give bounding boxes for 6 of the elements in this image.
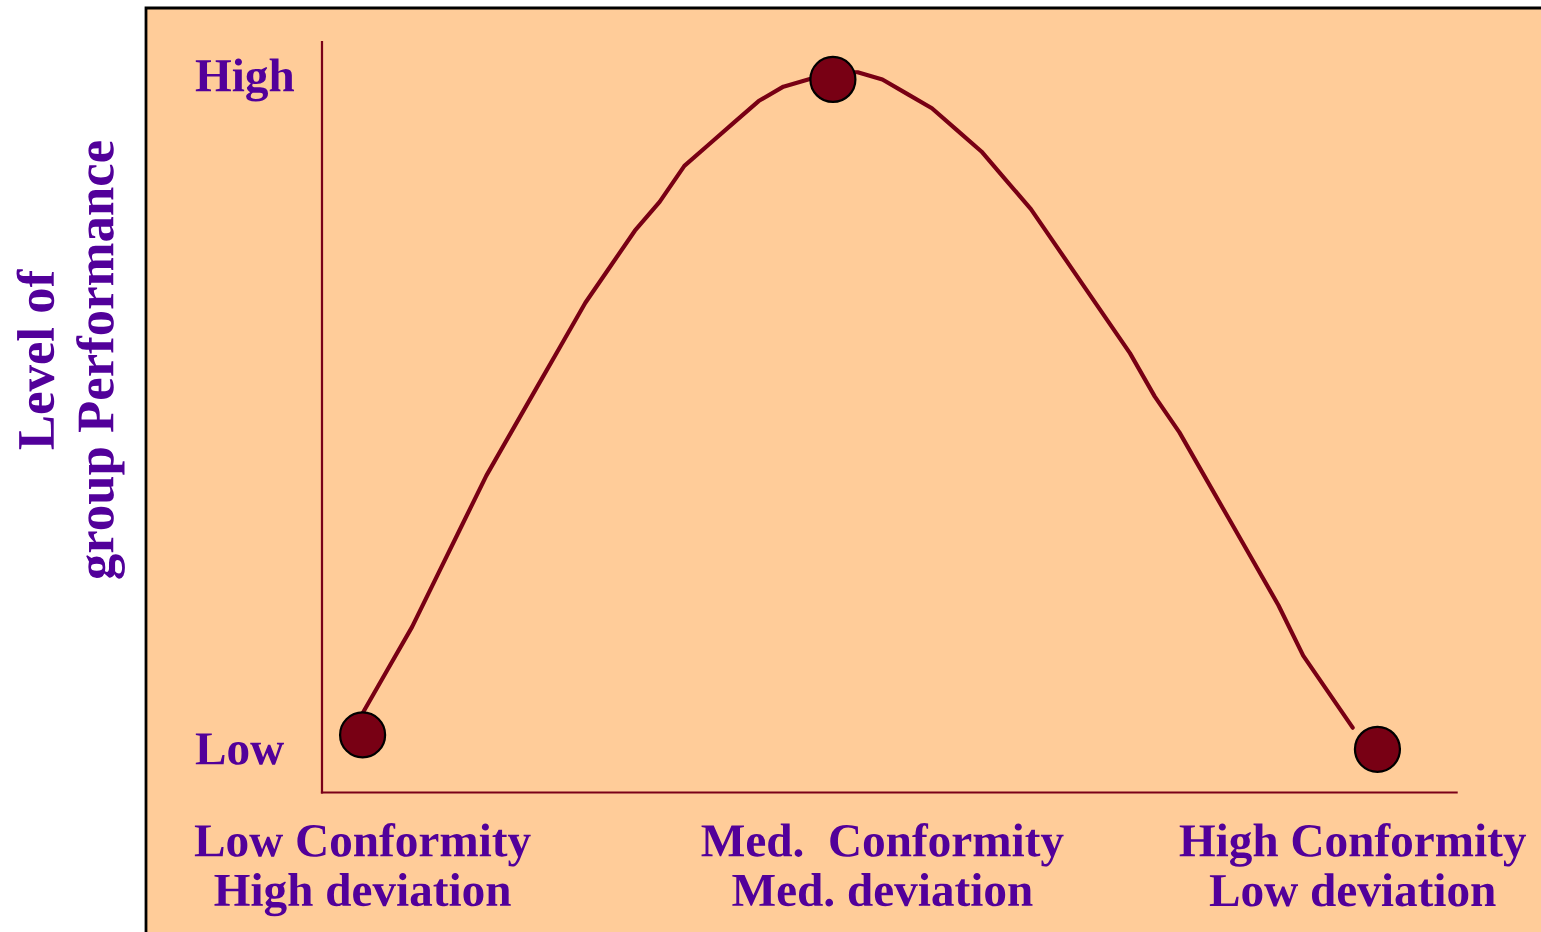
x-tick-label: High Conformity Low deviation (1179, 823, 1527, 907)
text: Low (195, 733, 284, 765)
x-tick-label: Low Conformity High deviation (194, 823, 531, 917)
x-tick-label: Med. Conformity Med. deviation (701, 823, 1064, 907)
y-axis-title: Level of group Performance (16, 141, 125, 579)
text: High (195, 58, 295, 102)
